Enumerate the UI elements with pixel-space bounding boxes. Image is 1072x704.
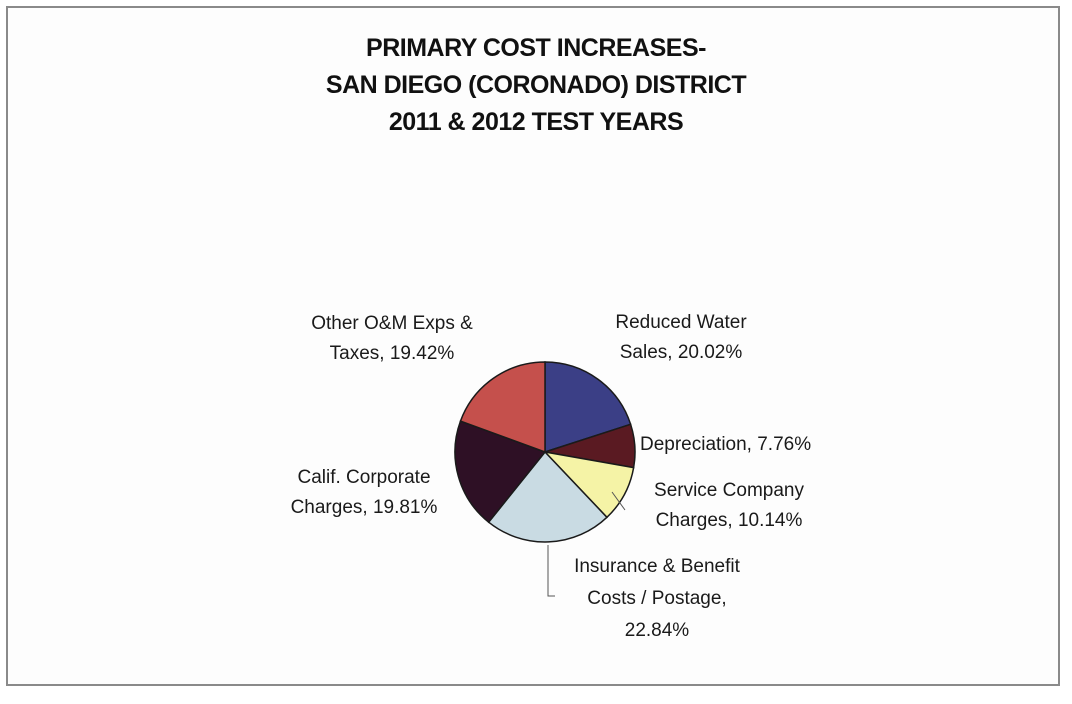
pie-slices bbox=[454, 361, 636, 543]
leader-line-service-company-charges bbox=[611, 491, 626, 511]
leader-line-insurance-and-benefit-costs-postage bbox=[547, 545, 555, 597]
slice-label-line: Costs / Postage, bbox=[587, 588, 726, 609]
chart-title-line-1: PRIMARY COST INCREASES- bbox=[366, 34, 706, 62]
chart-frame bbox=[6, 6, 1060, 686]
slice-label-line: Depreciation, 7.76% bbox=[640, 434, 811, 455]
slice-label-calif-corporate-charges: Calif. Corporate Charges, 19.81% bbox=[291, 467, 438, 518]
slice-label-line: Reduced Water bbox=[615, 312, 747, 333]
slice-label-depreciation: Depreciation, 7.76% bbox=[640, 434, 811, 455]
leader-lines bbox=[547, 491, 626, 597]
slice-label-insurance-and-benefit-costs-postage: Insurance & Benefit Costs / Postage, 22.84… bbox=[574, 556, 741, 641]
slice-label-line: Service Company bbox=[654, 480, 804, 501]
slice-label-line: Charges, 10.14% bbox=[656, 510, 803, 531]
slice-label-line: Sales, 20.02% bbox=[620, 342, 743, 363]
slice-label-service-company-charges: Service Company Charges, 10.14% bbox=[654, 480, 804, 531]
pie-slice-calif-corporate-charges bbox=[454, 420, 547, 524]
chart-title-line-3: 2011 & 2012 TEST YEARS bbox=[388, 108, 684, 136]
slice-label-line: Taxes, 19.42% bbox=[330, 343, 455, 364]
slice-label-line: Charges, 19.81% bbox=[291, 497, 438, 518]
pie-slice-other-oandm-exps-and-taxes bbox=[459, 361, 546, 454]
slice-label-reduced-water-sales: Reduced Water Sales, 20.02% bbox=[615, 312, 747, 363]
chart-title: PRIMARY COST INCREASES- SAN DIEGO (CORON… bbox=[0, 30, 1072, 141]
slice-labels: Reduced Water Sales, 20.02% Depreciation, … bbox=[291, 312, 812, 641]
pie-slice-insurance-and-benefit-costs-postage bbox=[487, 450, 608, 543]
slice-label-line: 22.84% bbox=[625, 620, 690, 641]
pie-slice-reduced-water-sales bbox=[544, 361, 632, 454]
slice-label-line: Calif. Corporate bbox=[297, 467, 430, 488]
slice-label-other-oandm-exps-and-taxes: Other O&M Exps & Taxes, 19.42% bbox=[311, 313, 473, 364]
slice-label-line: Insurance & Benefit bbox=[574, 556, 741, 577]
chart-title-line-2: SAN DIEGO (CORONADO) DISTRICT bbox=[325, 71, 747, 99]
slice-label-line: Other O&M Exps & bbox=[311, 313, 473, 334]
